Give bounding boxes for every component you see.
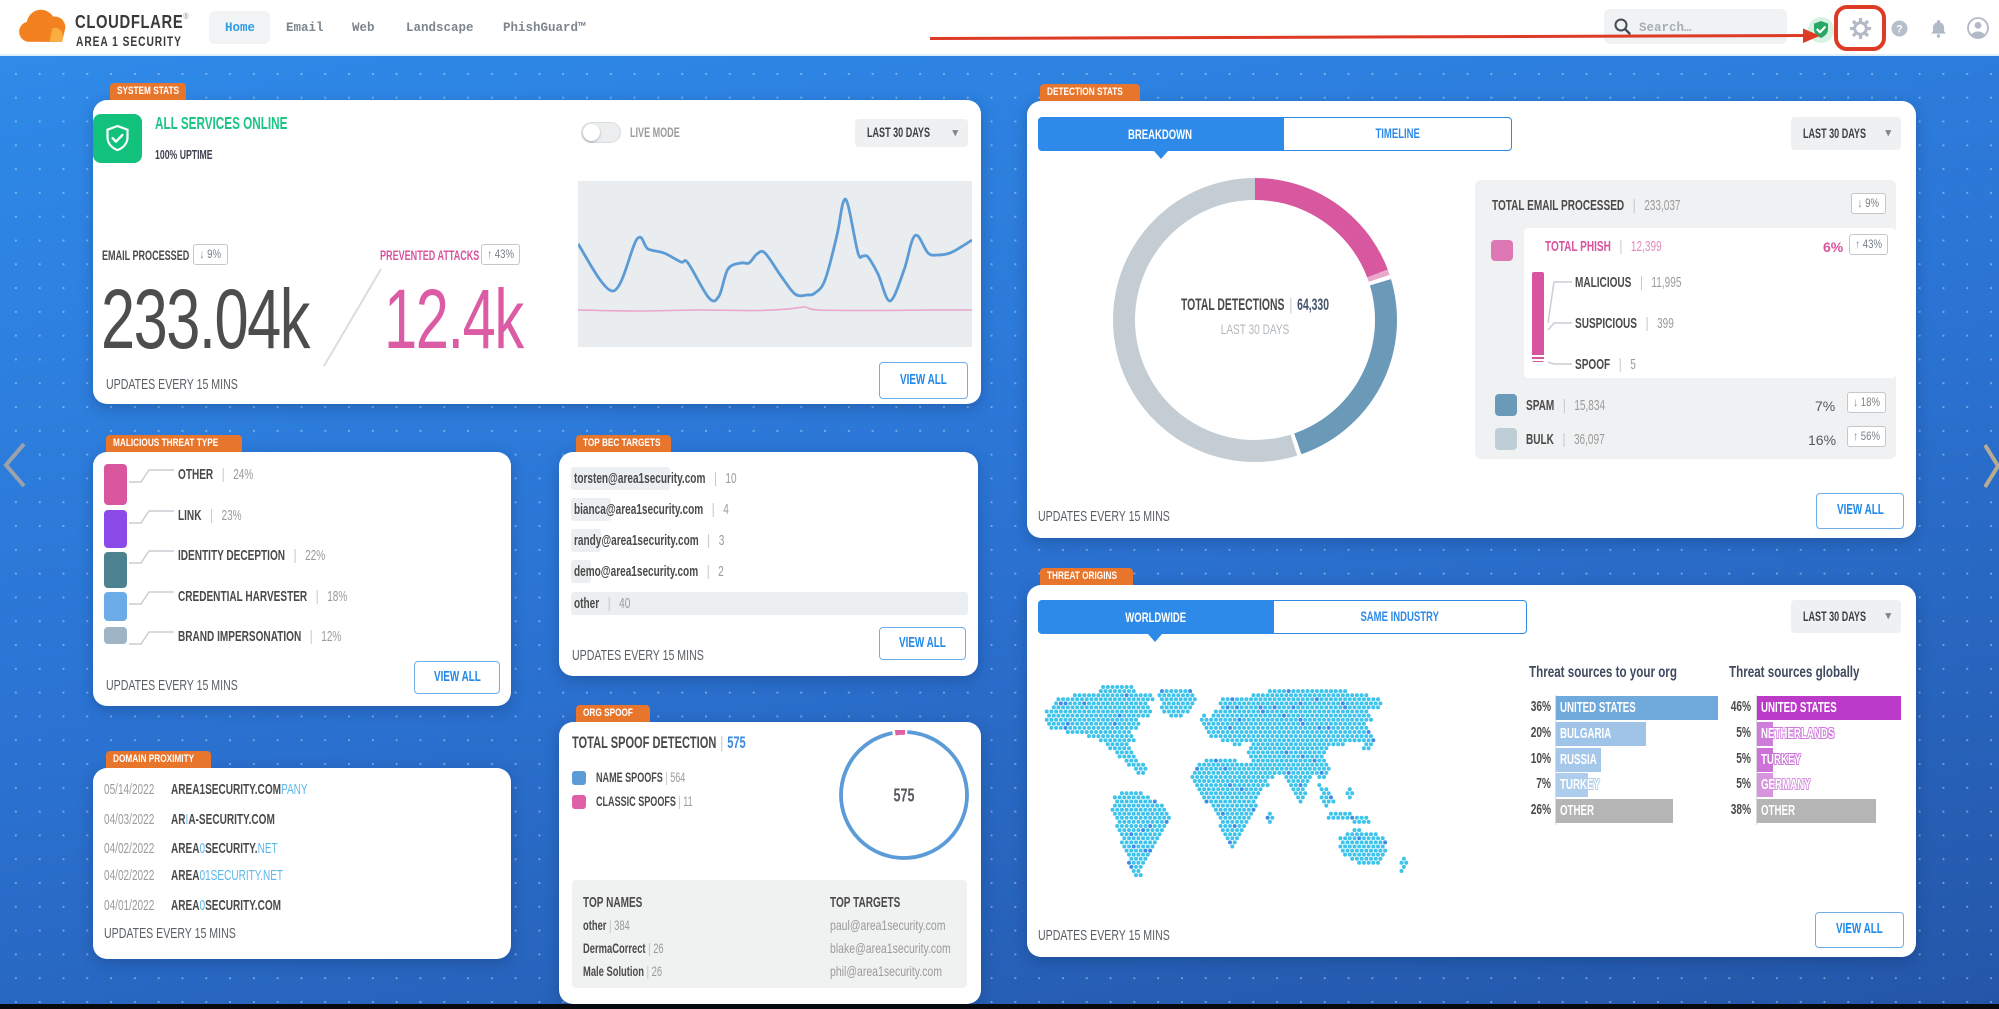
svg-text:?: ? [1896,23,1903,35]
svg-text:575: 575 [894,786,915,806]
